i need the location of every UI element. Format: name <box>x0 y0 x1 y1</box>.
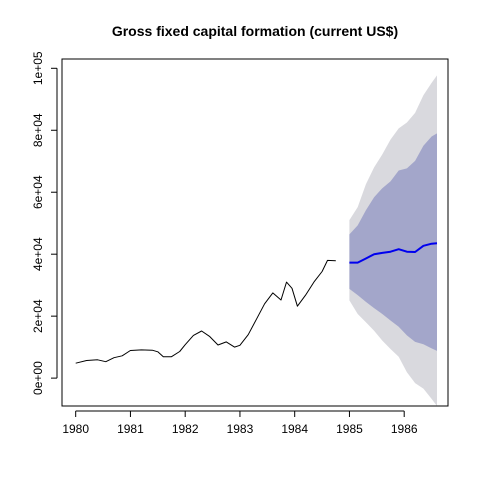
x-tick-label: 1981 <box>117 422 144 436</box>
y-tick-label: 2e+04 <box>31 299 45 333</box>
series-line-historical <box>75 259 336 364</box>
x-axis: 1980 1981 1982 1983 1984 1985 1986 <box>62 410 418 436</box>
y-tick-label: 1e+05 <box>31 51 45 85</box>
y-tick-label: 0e+00 <box>31 361 45 395</box>
x-tick-label: 1982 <box>172 422 199 436</box>
y-tick-label: 8e+04 <box>31 113 45 147</box>
x-tick-label: 1980 <box>62 422 89 436</box>
forecast-band-80 <box>349 133 437 351</box>
y-tick-label: 4e+04 <box>31 237 45 271</box>
forecast-mean-line <box>349 242 438 264</box>
x-tick-label: 1984 <box>281 422 308 436</box>
x-tick-label: 1985 <box>336 422 363 436</box>
y-tick-label: 6e+04 <box>31 175 45 209</box>
x-tick-label: 1983 <box>227 422 254 436</box>
plot-frame <box>61 58 449 407</box>
chart-title: Gross fixed capital formation (current U… <box>112 23 398 39</box>
forecast-bands <box>349 75 437 407</box>
series-lines <box>75 242 438 364</box>
x-tick-label: 1986 <box>391 422 418 436</box>
y-axis: 0e+00 2e+04 4e+04 6e+04 8e+04 1e+05 <box>31 51 58 395</box>
